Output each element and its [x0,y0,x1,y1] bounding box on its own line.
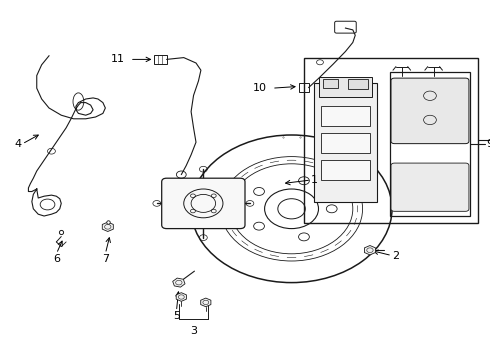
Bar [348,79,368,89]
Bar [314,83,377,202]
Text: 10: 10 [253,83,267,93]
Polygon shape [365,246,375,255]
Bar [323,79,338,88]
Bar [318,77,372,97]
Polygon shape [176,293,186,301]
Text: 5: 5 [173,311,180,321]
Polygon shape [102,222,113,231]
Text: 1: 1 [311,175,318,185]
Text: 3: 3 [190,326,197,336]
FancyBboxPatch shape [391,78,469,144]
FancyBboxPatch shape [391,163,469,211]
FancyBboxPatch shape [162,178,245,229]
Bar [304,58,478,223]
Text: 2: 2 [392,251,399,261]
Bar [390,72,470,216]
Bar [299,83,309,92]
Text: 7: 7 [102,254,109,264]
Polygon shape [172,278,185,287]
Bar [321,106,370,126]
Text: 6: 6 [53,254,60,264]
Bar [321,160,370,180]
Bar [321,133,370,153]
Text: 9: 9 [487,139,490,149]
Text: 4: 4 [15,139,22,149]
Polygon shape [201,298,211,307]
Bar [154,55,167,64]
Text: 11: 11 [111,54,125,64]
